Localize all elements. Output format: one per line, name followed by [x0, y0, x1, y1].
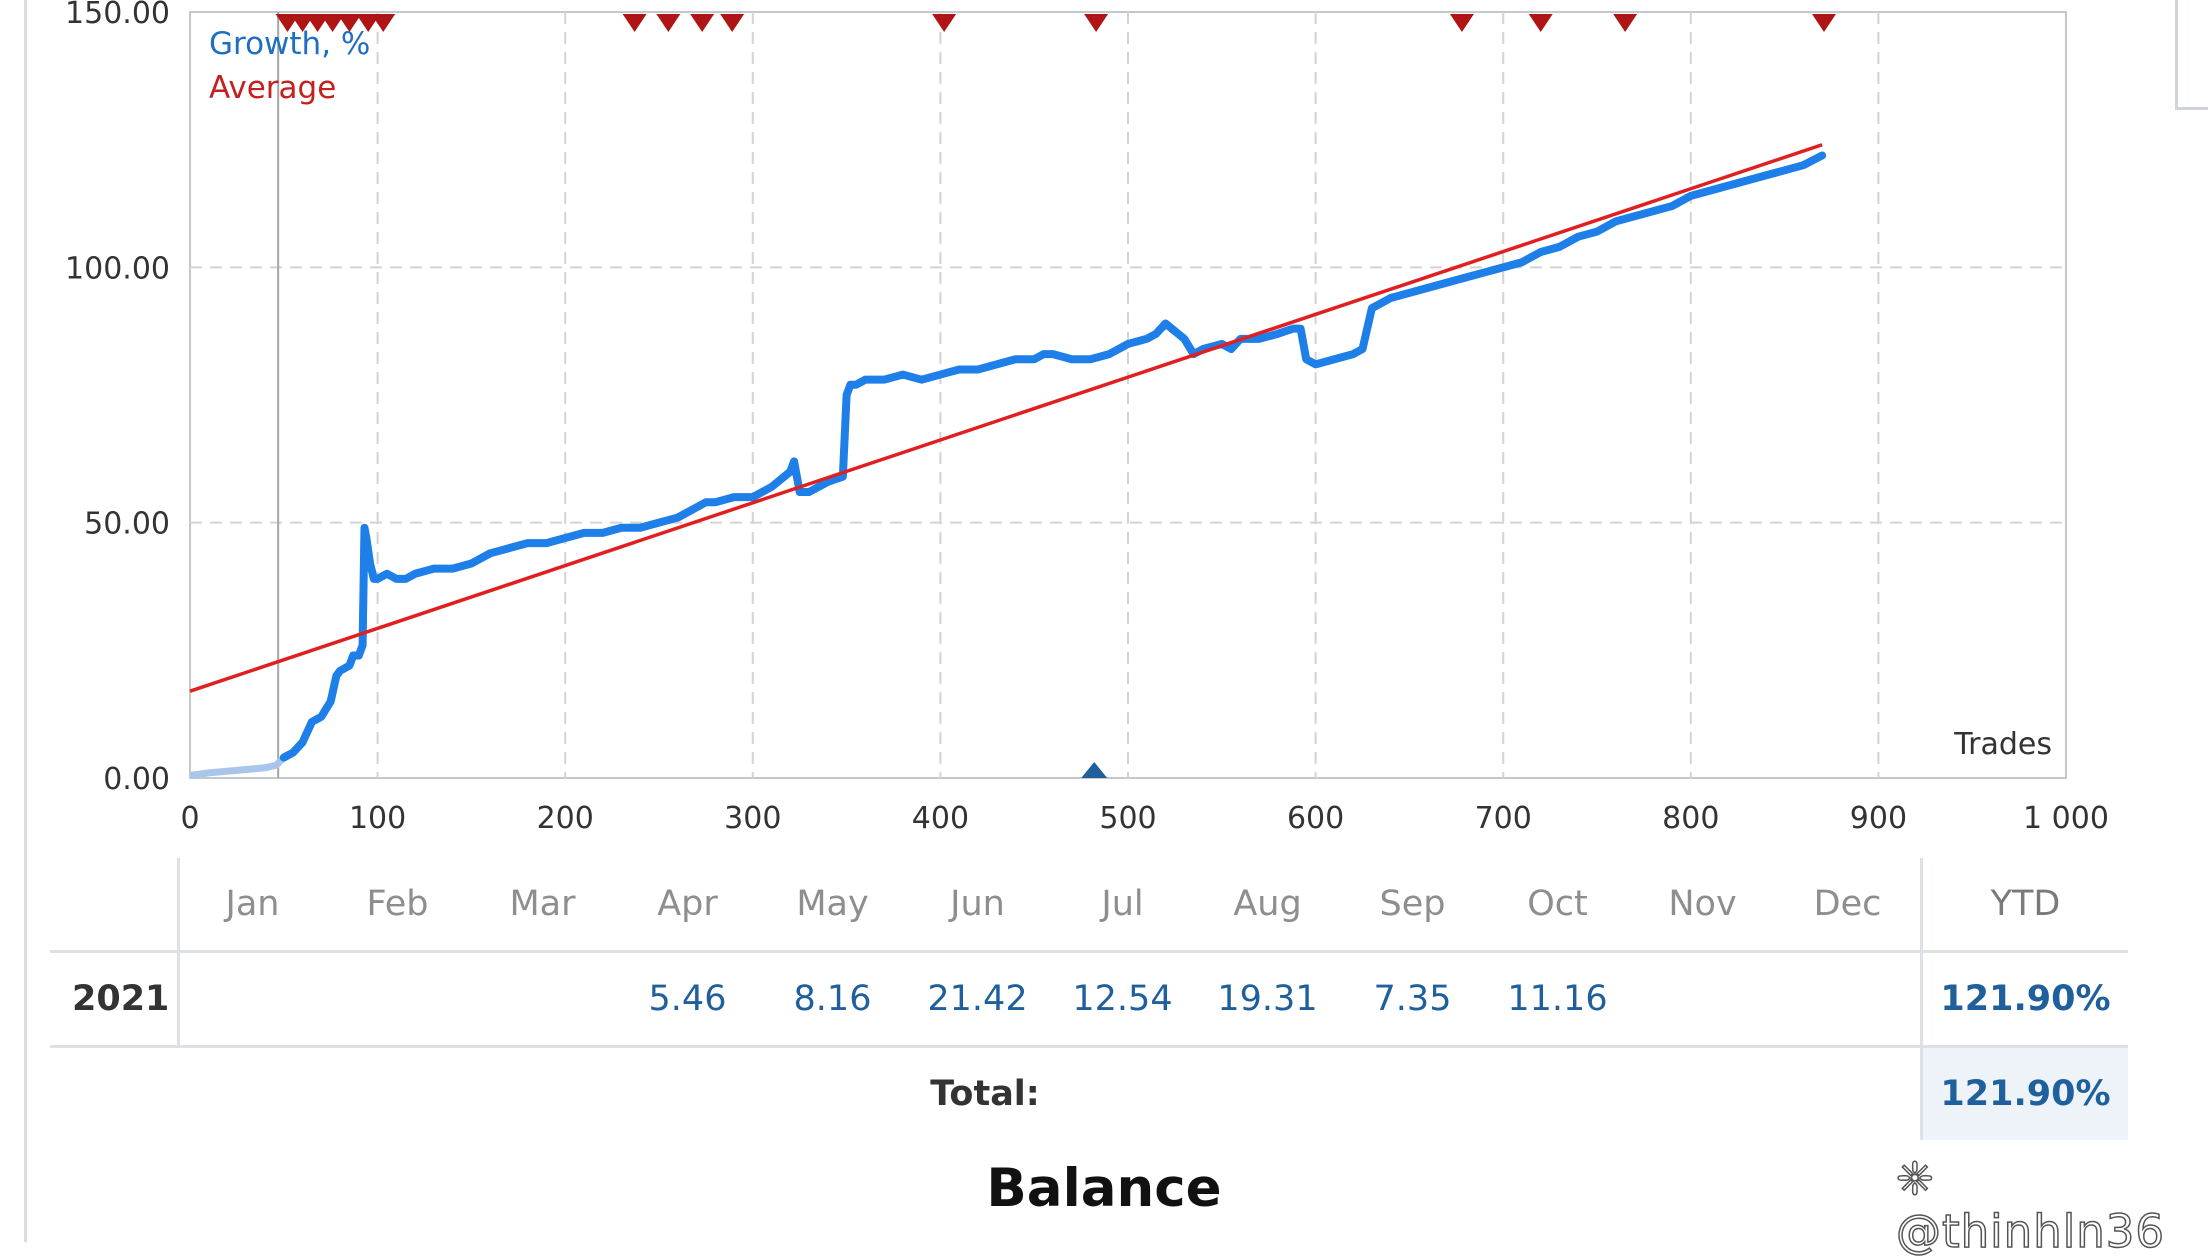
deposit-marker: [1449, 14, 1474, 32]
deposit-marker: [371, 14, 396, 32]
deposit-marker: [290, 14, 315, 32]
legend-growth: Growth, %: [209, 26, 370, 62]
header-month-sep: Sep: [1340, 858, 1485, 953]
cell-oct[interactable]: 11.16: [1485, 951, 1630, 1048]
header-month-may: May: [760, 858, 905, 953]
weibo-logo-icon: ❈: [1895, 1151, 1935, 1206]
cell-jan: [177, 951, 325, 1048]
cell-mar: [470, 951, 615, 1048]
table-row: 2021 5.46 8.16 21.42 12.54 19.31 7.35 11…: [50, 951, 2128, 1048]
deposit-marker: [1811, 14, 1836, 32]
header-month-jul: Jul: [1050, 858, 1195, 953]
deposit-marker: [622, 14, 647, 32]
row-year: 2021: [50, 951, 179, 1048]
x-tick-label: 900: [1850, 801, 1907, 836]
header-month-oct: Oct: [1485, 858, 1630, 953]
header-month-dec: Dec: [1775, 858, 1922, 953]
header-month-aug: Aug: [1195, 858, 1340, 953]
deposit-marker: [1613, 14, 1638, 32]
x-tick-label: 300: [724, 801, 781, 836]
y-tick-label: 100.00: [65, 251, 170, 286]
x-axis-title: Trades: [1953, 727, 2052, 762]
deposit-marker: [690, 14, 715, 32]
cell-dec: [1775, 951, 1922, 1048]
cell-jun[interactable]: 21.42: [905, 951, 1050, 1048]
deposit-marker: [1084, 14, 1109, 32]
x-tick-label: 800: [1662, 801, 1719, 836]
watermark-text: @thinhln36: [1895, 1204, 2165, 1258]
panel-right-border: [2175, 0, 2178, 110]
x-tick-label: 1 000: [2023, 801, 2109, 836]
x-tick-label: 700: [1475, 801, 1532, 836]
deposit-marker: [656, 14, 681, 32]
growth-line: [279, 151, 1827, 762]
deposit-marker: [932, 14, 957, 32]
deposit-marker: [320, 14, 345, 32]
cell-nov: [1630, 951, 1775, 1048]
cell-may[interactable]: 8.16: [760, 951, 905, 1048]
deposit-marker: [305, 14, 330, 32]
total-label: Total:: [930, 1074, 1040, 1114]
growth-chart: 0.00 50.00 100.00 150.00 0 100 200 300 400 500 600…: [65, 0, 2109, 836]
panel-right-border-foot: [2175, 107, 2208, 110]
header-month-nov: Nov: [1630, 858, 1775, 953]
deposit-marker: [275, 14, 300, 32]
deposit-marker: [337, 14, 362, 32]
panel-left-border: [24, 0, 27, 1242]
average-line: [189, 143, 1823, 693]
header-month-mar: Mar: [470, 858, 615, 953]
x-tick-label: 400: [912, 801, 969, 836]
x-tick-label: 0: [180, 801, 199, 836]
x-tick-label: 100: [349, 801, 406, 836]
total-row: Total: 121.90%: [50, 1046, 2128, 1140]
cell-ytd: 121.90%: [1920, 951, 2128, 1048]
cell-jul[interactable]: 12.54: [1050, 951, 1195, 1048]
cell-feb: [325, 951, 470, 1048]
monthly-returns-table: Jan Feb Mar Apr May Jun Jul Aug Sep Oct …: [50, 858, 2128, 1140]
header-month-feb: Feb: [325, 858, 470, 953]
total-value: 121.90%: [1920, 1046, 2128, 1140]
header-month-apr: Apr: [615, 858, 760, 953]
cell-apr[interactable]: 5.46: [615, 951, 760, 1048]
deposit-marker: [720, 14, 745, 32]
withdrawal-marker: [1081, 762, 1108, 778]
header-ytd: YTD: [1920, 858, 2128, 953]
cell-sep[interactable]: 7.35: [1340, 951, 1485, 1048]
header-month-jan: Jan: [177, 858, 325, 953]
deposit-marker: [1528, 14, 1553, 32]
table-header-row: Jan Feb Mar Apr May Jun Jul Aug Sep Oct …: [50, 858, 2128, 953]
growth-line-pre: [189, 755, 287, 779]
header-month-jun: Jun: [905, 858, 1050, 953]
watermark: ❈@thinhln36: [1895, 1151, 2208, 1258]
x-tick-label: 500: [1099, 801, 1156, 836]
x-tick-label: 600: [1287, 801, 1344, 836]
y-tick-label: 150.00: [65, 0, 170, 31]
x-tick-label: 200: [537, 801, 594, 836]
y-tick-label: 0.00: [103, 762, 170, 797]
legend-average: Average: [209, 70, 336, 106]
deposit-marker: [356, 14, 381, 32]
y-tick-label: 50.00: [84, 507, 170, 542]
balance-section-title: Balance: [986, 1158, 1222, 1219]
cell-aug[interactable]: 19.31: [1195, 951, 1340, 1048]
header-year-cell: [50, 858, 179, 953]
